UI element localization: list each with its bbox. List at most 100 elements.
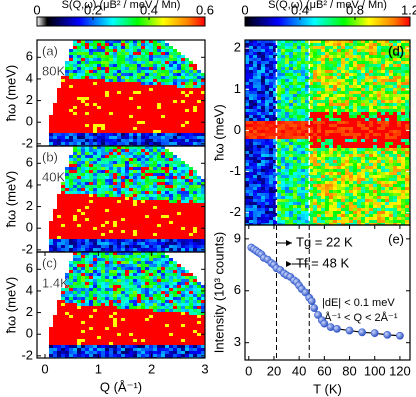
heatmap-cell bbox=[129, 345, 133, 348]
heatmap-cell bbox=[117, 285, 121, 288]
heatmap-cell bbox=[161, 179, 165, 182]
heatmap-cell bbox=[329, 103, 333, 106]
heatmap-cell bbox=[269, 70, 273, 73]
heatmap-cell bbox=[149, 206, 153, 209]
heatmap-cell bbox=[85, 58, 89, 61]
heatmap-cell bbox=[69, 79, 73, 82]
heatmap-cell bbox=[57, 109, 61, 112]
heatmap-cell bbox=[185, 327, 189, 330]
heatmap-cell bbox=[133, 321, 137, 324]
heatmap-cell bbox=[365, 115, 369, 118]
heatmap-cell bbox=[57, 245, 61, 248]
heatmap-cell bbox=[189, 209, 193, 212]
heatmap-cell bbox=[333, 67, 337, 70]
heatmap-cell bbox=[305, 91, 309, 94]
heatmap-cell bbox=[89, 288, 93, 291]
heatmap-cell bbox=[249, 103, 253, 106]
heatmap-cell bbox=[201, 212, 205, 215]
heatmap-cell bbox=[157, 245, 161, 248]
heatmap-cell bbox=[105, 58, 109, 61]
heatmap-cell bbox=[329, 61, 333, 64]
heatmap-cell bbox=[365, 85, 369, 88]
heatmap-cell bbox=[157, 318, 161, 321]
heatmap-cell bbox=[125, 221, 129, 224]
colorbar-title: S̃(Q,ω) (μB² / meV / Mn) bbox=[62, 0, 181, 11]
heatmap-cell bbox=[305, 70, 309, 73]
heatmap-cell bbox=[173, 124, 177, 127]
heatmap-cell bbox=[65, 339, 69, 342]
heatmap-cell bbox=[141, 58, 145, 61]
heatmap-cell bbox=[101, 224, 105, 227]
heatmap-cell bbox=[157, 197, 161, 200]
heatmap-cell bbox=[149, 191, 153, 194]
heatmap-cell bbox=[105, 348, 109, 351]
heatmap-cell bbox=[249, 94, 253, 97]
heatmap-cell bbox=[77, 43, 81, 46]
heatmap-cell bbox=[109, 300, 113, 303]
heatmap-cell bbox=[401, 94, 405, 97]
heatmap-cell bbox=[93, 282, 97, 285]
heatmap-cell bbox=[85, 152, 89, 155]
heatmap-cell bbox=[105, 212, 109, 215]
heatmap-cell bbox=[93, 245, 97, 248]
heatmap-cell bbox=[405, 82, 409, 85]
heatmap-cell bbox=[93, 206, 97, 209]
heatmap-cell bbox=[109, 242, 113, 245]
heatmap-cell bbox=[169, 309, 173, 312]
heatmap-cell bbox=[65, 127, 69, 130]
heatmap-cell bbox=[165, 158, 169, 161]
heatmap-cell bbox=[329, 118, 333, 121]
heatmap-cell bbox=[357, 76, 361, 79]
heatmap-cell bbox=[161, 46, 165, 49]
heatmap-cell bbox=[141, 61, 145, 64]
heatmap-cell bbox=[325, 82, 329, 85]
heatmap-cell bbox=[65, 324, 69, 327]
heatmap-cell bbox=[381, 109, 385, 112]
heatmap-cell bbox=[285, 64, 289, 67]
heatmap-cell bbox=[77, 94, 81, 97]
heatmap-cell bbox=[97, 73, 101, 76]
heatmap-cell bbox=[65, 176, 69, 179]
heatmap-cell bbox=[197, 127, 201, 130]
heatmap-cell bbox=[81, 115, 85, 118]
heatmap-cell bbox=[317, 64, 321, 67]
panel-label: (a) bbox=[42, 43, 58, 58]
heatmap-cell bbox=[73, 124, 77, 127]
heatmap-cell bbox=[181, 321, 185, 324]
heatmap-cell bbox=[181, 206, 185, 209]
heatmap-cell bbox=[65, 218, 69, 221]
heatmap-cell bbox=[385, 61, 389, 64]
heatmap-cell bbox=[129, 88, 133, 91]
heatmap-cell bbox=[389, 61, 393, 64]
heatmap-cell bbox=[141, 303, 145, 306]
heatmap-cell bbox=[373, 97, 377, 100]
heatmap-cell bbox=[77, 115, 81, 118]
heatmap-cell bbox=[125, 273, 129, 276]
heatmap-cell bbox=[153, 300, 157, 303]
heatmap-cell bbox=[61, 300, 65, 303]
heatmap-cell bbox=[125, 312, 129, 315]
heatmap-cell bbox=[137, 179, 141, 182]
heatmap-cell bbox=[137, 294, 141, 297]
heatmap-cell bbox=[341, 49, 345, 52]
heatmap-cell bbox=[357, 61, 361, 64]
heatmap-cell bbox=[305, 52, 309, 55]
heatmap-cell bbox=[261, 79, 265, 82]
heatmap-cell bbox=[193, 345, 197, 348]
heatmap-cell bbox=[317, 115, 321, 118]
heatmap-cell bbox=[77, 333, 81, 336]
heatmap-cell bbox=[169, 46, 173, 49]
heatmap-cell bbox=[81, 282, 85, 285]
heatmap-cell bbox=[185, 76, 189, 79]
heatmap-cell bbox=[165, 267, 169, 270]
heatmap-cell bbox=[253, 115, 257, 118]
heatmap-cell bbox=[157, 100, 161, 103]
heatmap-cell bbox=[113, 227, 117, 230]
heatmap-cell bbox=[57, 248, 61, 251]
heatmap-cell bbox=[317, 52, 321, 55]
heatmap-cell bbox=[177, 306, 181, 309]
heatmap-texture bbox=[49, 146, 205, 252]
heatmap-cell bbox=[173, 118, 177, 121]
heatmap-cell bbox=[185, 109, 189, 112]
heatmap-cell bbox=[173, 233, 177, 236]
